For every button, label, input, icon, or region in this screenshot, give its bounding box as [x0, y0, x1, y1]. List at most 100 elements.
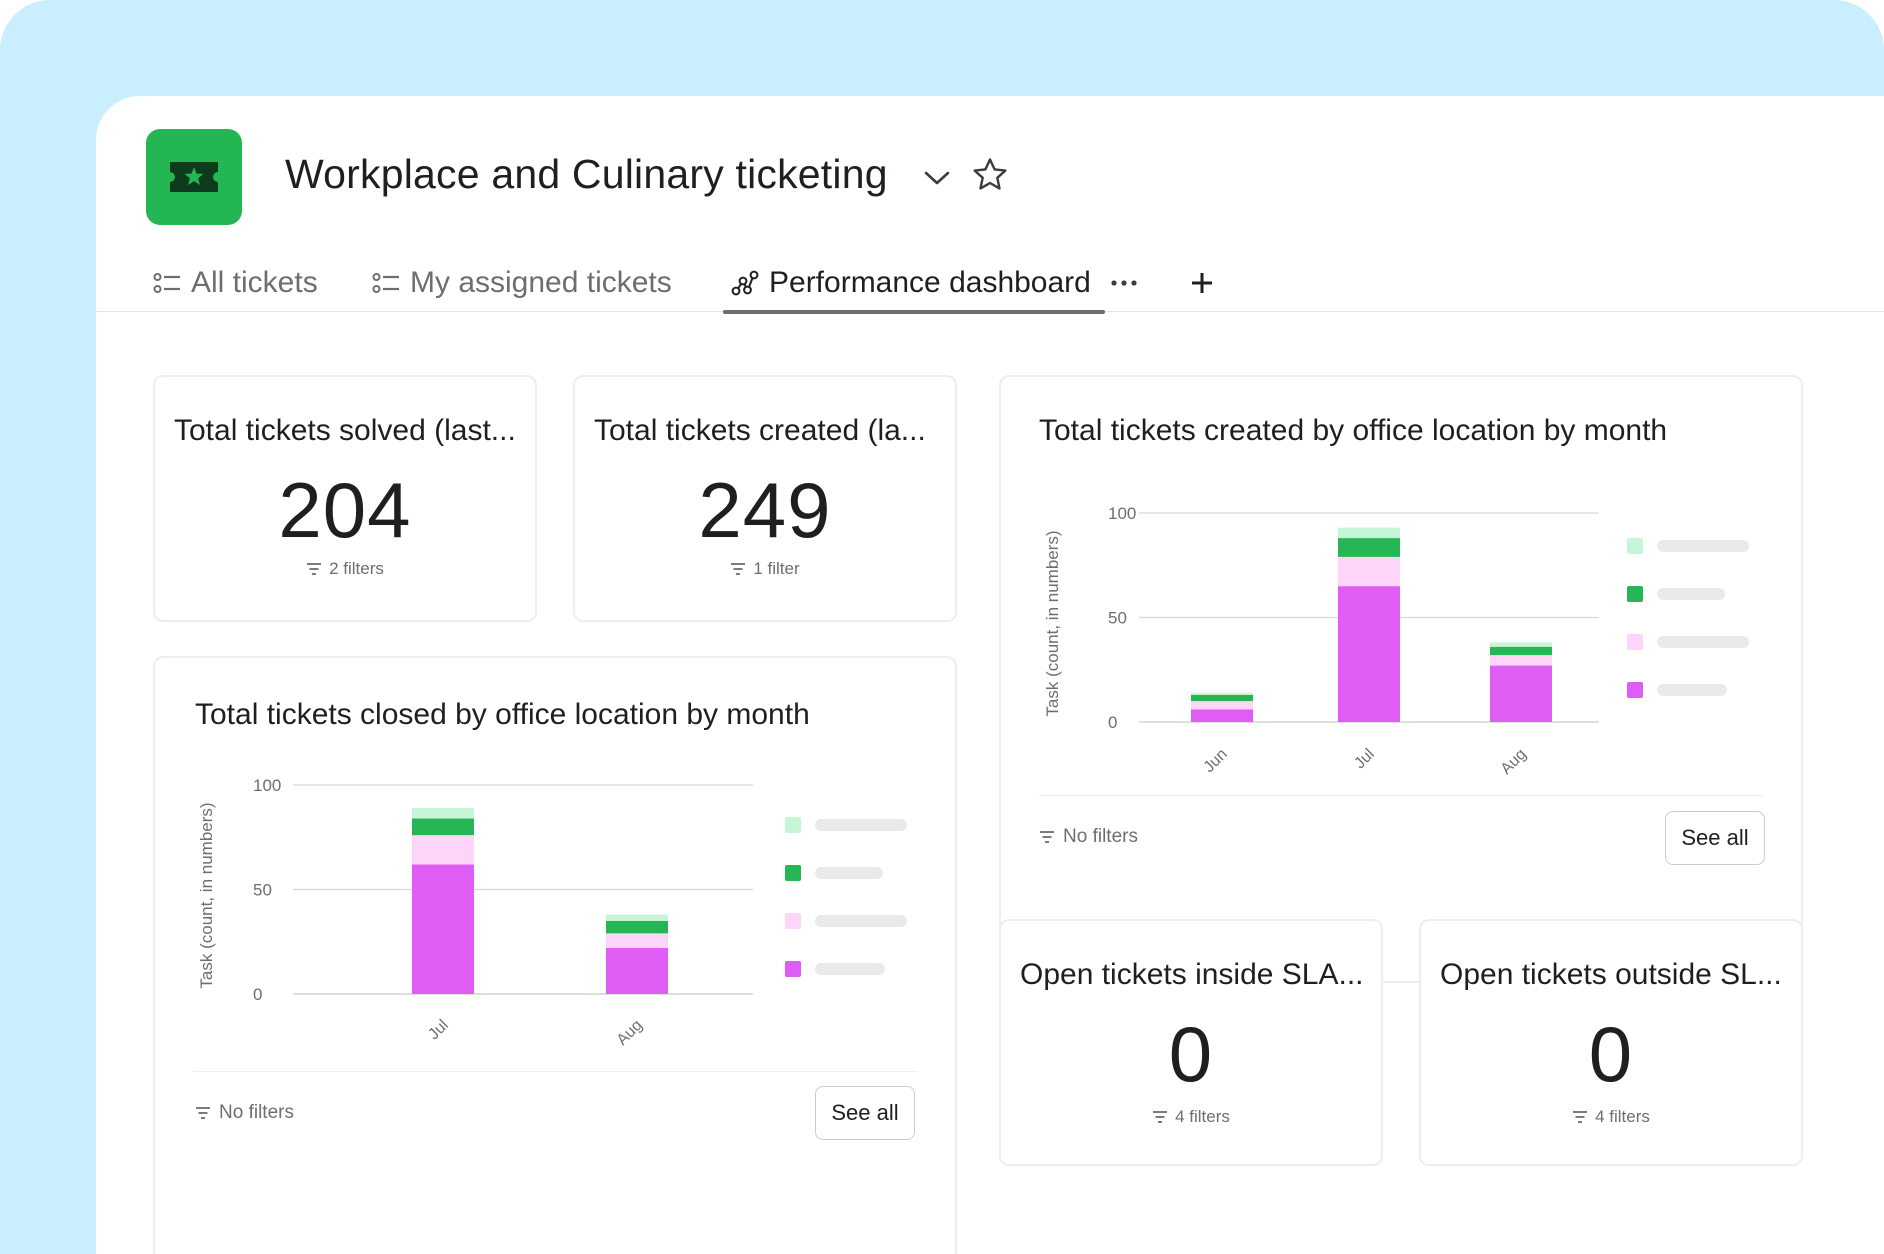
ticket-star-icon	[170, 162, 218, 192]
bar-jun-segment-1[interactable]	[1191, 709, 1253, 722]
bar-jul-segment-3[interactable]	[1338, 538, 1400, 557]
bar-aug-segment-4[interactable]	[606, 914, 668, 921]
bar-jul-segment-2[interactable]	[1338, 556, 1400, 587]
legend-swatch	[785, 961, 801, 977]
y-tick-label: 0	[1108, 713, 1117, 732]
bar-aug-segment-3[interactable]	[606, 920, 668, 934]
x-tick-label: Jul	[1351, 746, 1377, 772]
app-window: Workplace and Culinary ticketing All tic…	[96, 96, 1884, 1254]
stat-card-filters[interactable]: 2 filters	[155, 559, 535, 579]
chart-title: Total tickets closed by office location …	[195, 698, 810, 731]
bar-aug-segment-1[interactable]	[606, 948, 668, 994]
chart-footer-divider	[1039, 795, 1763, 796]
legend-label-placeholder	[815, 819, 907, 831]
no-filters-label: No filters	[219, 1102, 294, 1123]
tab-my-assigned-tickets-label: My assigned tickets	[410, 266, 672, 299]
x-tick-label: Aug	[614, 1017, 646, 1049]
y-axis-title: Task (count, in numbers)	[197, 802, 216, 988]
stat-card-open-outside-sla[interactable]: Open tickets outside SL... 0 4 filters	[1419, 919, 1803, 1166]
stat-card-filters[interactable]: 4 filters	[1001, 1107, 1381, 1127]
project-title[interactable]: Workplace and Culinary ticketing	[285, 151, 888, 197]
y-tick-label: 50	[1108, 609, 1127, 628]
stat-card-filters[interactable]: 4 filters	[1421, 1107, 1801, 1127]
y-tick-label: 0	[253, 985, 262, 1004]
chart-footer-divider	[193, 1071, 917, 1072]
add-tab-icon[interactable]	[1183, 264, 1221, 302]
tab-all-tickets[interactable]: All tickets	[153, 254, 318, 312]
tab-all-tickets-label: All tickets	[191, 266, 318, 299]
stat-card-open-inside-sla[interactable]: Open tickets inside SLA... 0 4 filters	[999, 919, 1383, 1166]
filter-icon	[731, 563, 746, 575]
stat-card-value: 0	[1168, 1010, 1214, 1098]
bar-aug-segment-1[interactable]	[1490, 665, 1552, 722]
see-all-button[interactable]: See all	[1665, 811, 1765, 865]
stat-card-value: 0	[1588, 1010, 1634, 1098]
chart-card-closed-by-location[interactable]: Total tickets closed by office location …	[153, 656, 957, 1254]
legend-swatch	[1627, 682, 1643, 698]
legend-label-placeholder	[815, 963, 885, 975]
legend-label-placeholder	[1657, 588, 1725, 600]
star-icon[interactable]	[971, 156, 1009, 194]
see-all-button[interactable]: See all	[815, 1086, 915, 1140]
bar-aug-segment-4[interactable]	[1490, 642, 1552, 647]
legend-swatch	[1627, 538, 1643, 554]
legend-swatch	[785, 865, 801, 881]
list-icon	[372, 273, 399, 293]
bar-jul-segment-3[interactable]	[412, 818, 474, 836]
stat-card-filters[interactable]: 1 filter	[575, 559, 955, 579]
bar-chart-created-by-location: 0 50 100 Task (count, in numbers) Jun Jul Aug	[1043, 504, 1749, 778]
stat-card-title: Open tickets outside SL...	[1440, 958, 1782, 991]
bar-jun-segment-2[interactable]	[1191, 701, 1253, 710]
bar-aug-segment-3[interactable]	[1490, 646, 1552, 656]
stat-card-title: Total tickets created (la...	[594, 414, 926, 447]
legend-swatch	[1627, 586, 1643, 602]
bar-jun-segment-4[interactable]	[1191, 692, 1253, 695]
no-filters-indicator[interactable]: No filters	[195, 1102, 294, 1124]
no-filters-indicator[interactable]: No filters	[1039, 826, 1138, 848]
x-tick-label: Aug	[1498, 746, 1530, 778]
tab-performance-dashboard-label: Performance dashboard	[769, 266, 1091, 299]
no-filters-label: No filters	[1063, 826, 1138, 847]
y-axis-title: Task (count, in numbers)	[1043, 530, 1062, 716]
stat-card-filters-label: 4 filters	[1595, 1107, 1650, 1126]
x-tick-label: Jun	[1201, 746, 1231, 776]
bar-jul-segment-4[interactable]	[1338, 527, 1400, 539]
list-icon	[153, 273, 180, 293]
stat-card-tickets-solved[interactable]: Total tickets solved (last... 204 2 filt…	[153, 375, 537, 622]
stat-card-filters-label: 1 filter	[753, 559, 800, 578]
stat-card-filters-label: 2 filters	[329, 559, 384, 578]
chart-card-created-by-location[interactable]: Total tickets created by office location…	[999, 375, 1803, 983]
filter-icon	[1040, 831, 1054, 843]
bar-jul-segment-2[interactable]	[412, 835, 474, 865]
tab-my-assigned-tickets[interactable]: My assigned tickets	[372, 254, 672, 312]
tab-bar: All tickets My assigned tickets Performa…	[96, 254, 1884, 314]
y-tick-label: 100	[1108, 504, 1136, 523]
chevron-down-icon[interactable]	[922, 163, 952, 193]
legend-label-placeholder	[1657, 540, 1749, 552]
filter-icon	[196, 1107, 210, 1119]
stat-card-tickets-created[interactable]: Total tickets created (la... 249 1 filte…	[573, 375, 957, 622]
filter-icon	[1573, 1111, 1588, 1123]
legend-label-placeholder	[815, 867, 883, 879]
legend-label-placeholder	[1657, 636, 1749, 648]
legend-label-placeholder	[1657, 684, 1727, 696]
bar-jun-segment-3[interactable]	[1191, 694, 1253, 702]
project-ticket-icon[interactable]	[146, 129, 242, 225]
stat-card-value: 249	[698, 466, 832, 554]
bar-jul-segment-1[interactable]	[1338, 586, 1400, 722]
stat-card-title: Total tickets solved (last...	[174, 414, 516, 447]
tab-performance-dashboard[interactable]: Performance dashboard	[723, 254, 1105, 314]
filter-icon	[307, 563, 322, 575]
stat-card-title: Open tickets inside SLA...	[1020, 958, 1364, 991]
y-tick-label: 50	[253, 881, 272, 900]
tab-more-options-icon[interactable]	[1110, 268, 1138, 298]
legend-label-placeholder	[815, 915, 907, 927]
x-tick-label: Jul	[425, 1017, 451, 1043]
chart-title: Total tickets created by office location…	[1039, 414, 1668, 447]
bar-aug-segment-2[interactable]	[1490, 655, 1552, 666]
legend-swatch	[785, 817, 801, 833]
bar-aug-segment-2[interactable]	[606, 933, 668, 949]
bar-jul-segment-4[interactable]	[412, 807, 474, 819]
bar-jul-segment-1[interactable]	[412, 864, 474, 994]
bar-chart-closed-by-location: 0 50 100 Task (count, in numbers) Jul Aug	[197, 776, 907, 1049]
